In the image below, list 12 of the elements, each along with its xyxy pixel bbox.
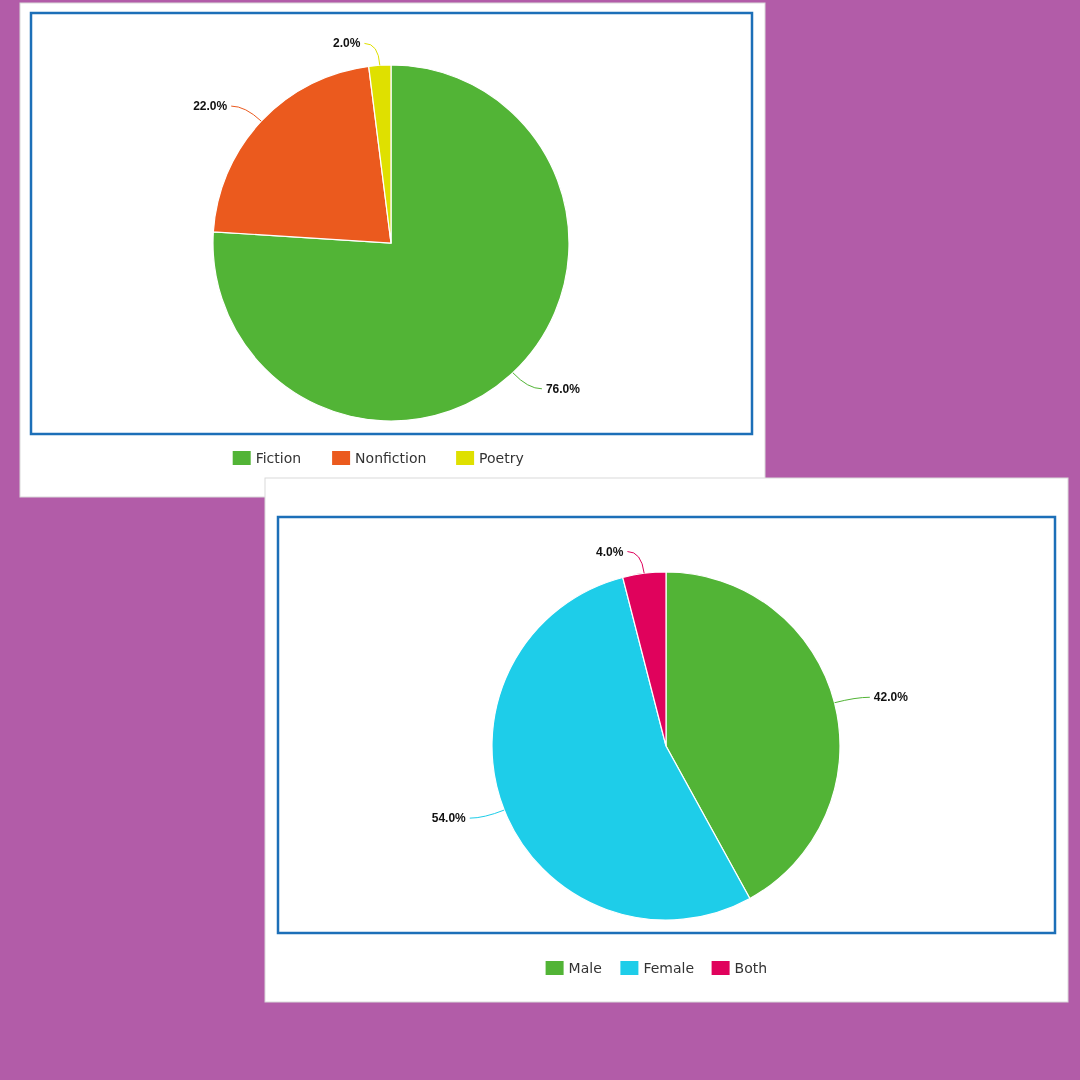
legend-label: Fiction <box>255 450 302 466</box>
data-label: 42.0% <box>873 690 909 705</box>
legend-label: Poetry <box>479 450 524 466</box>
data-label: 4.0% <box>596 544 624 559</box>
legend-label: Female <box>643 960 695 976</box>
legend-label: Male <box>568 960 602 976</box>
data-label: 54.0% <box>431 811 467 826</box>
data-label: 76.0% <box>545 381 581 396</box>
legend-label: Nonfiction <box>355 450 427 466</box>
data-label: 22.0% <box>193 99 228 114</box>
data-label: 2.0% <box>333 36 361 51</box>
legend-label: Both <box>734 960 768 976</box>
